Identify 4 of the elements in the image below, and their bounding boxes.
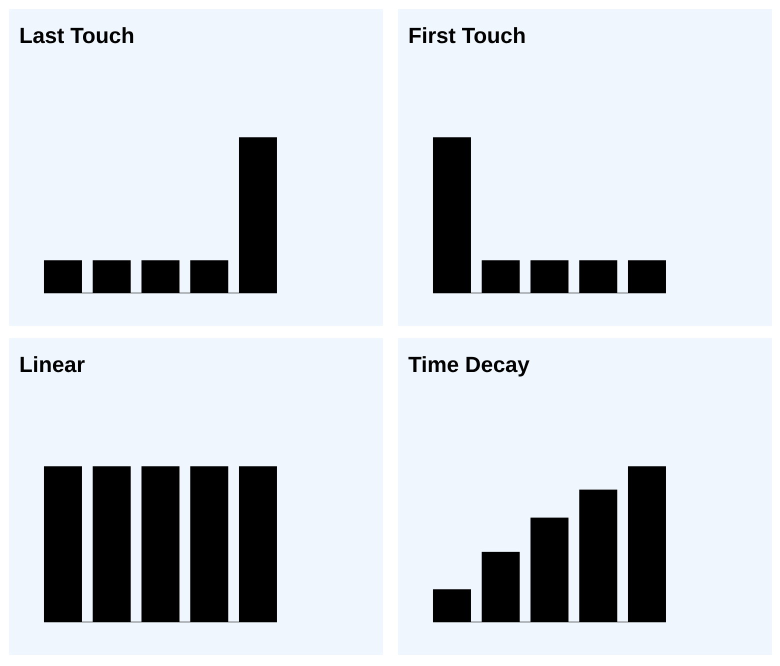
chart-title: Time Decay [408, 356, 530, 377]
chart-title: Last Touch [20, 27, 134, 44]
chart-title: Linear [20, 356, 85, 372]
chart-title: First Touch [410, 27, 525, 44]
